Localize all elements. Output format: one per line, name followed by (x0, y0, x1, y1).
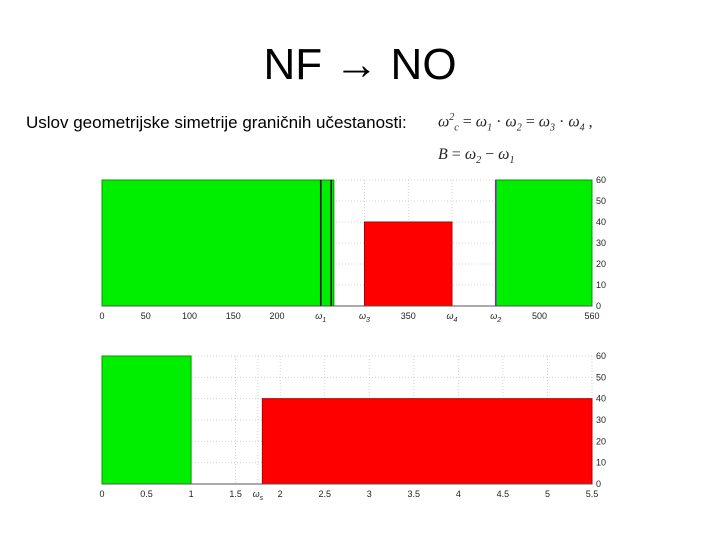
x-tick-label: 3.5 (408, 489, 421, 499)
formula-sub: 2 (476, 155, 482, 167)
formula-sub: 3 (550, 122, 556, 134)
y-tick-label: 60 (596, 351, 606, 361)
x-tick-label: 4 (456, 489, 461, 499)
formula-op: = (458, 113, 476, 131)
x-tick-label: 1.5 (229, 489, 242, 499)
formula-sub: 4 (579, 122, 585, 134)
formula-op: · (555, 113, 569, 131)
x-tick-label: 50 (141, 311, 151, 321)
x-tick-label: 100 (182, 311, 197, 321)
stop-band (261, 398, 593, 485)
x-tick-label: 4.5 (497, 489, 510, 499)
y-tick-label: 20 (596, 436, 606, 446)
x-tick-label: 0 (99, 489, 104, 499)
x-tick-label: 150 (226, 311, 241, 321)
formula-term: ω (568, 113, 580, 131)
x-tick-label: 3 (367, 489, 372, 499)
formula-sub: 2 (516, 122, 522, 134)
x-tick-label: ω2 (490, 311, 501, 324)
y-tick-label: 10 (596, 280, 606, 290)
symmetry-formula: ω2c = ω1 · ω2 = ω3 · ω4 , (438, 112, 593, 134)
stop-band (364, 221, 453, 307)
y-tick-label: 40 (596, 217, 606, 227)
x-tick-label: 200 (269, 311, 284, 321)
formula-op: − (481, 146, 499, 163)
formula-term: ω (498, 146, 510, 163)
y-tick-label: 0 (596, 301, 601, 311)
pass-band (495, 179, 593, 307)
x-tick-label: 560 (584, 311, 599, 321)
formula-term: ω (464, 146, 477, 163)
formula-term: B (438, 146, 448, 163)
symmetry-condition-label: Uslov geometrijske simetrije graničnih u… (26, 113, 407, 132)
y-tick-label: 50 (596, 196, 606, 206)
y-tick-label: 20 (596, 259, 606, 269)
formula-term: ω (505, 113, 517, 131)
y-tick-label: 40 (596, 394, 606, 404)
spec-chart-1: 0 10 20 30 40 50 60 0 50 100 150 200 ω1 ω3 350 ω4 ω2 500 5… (99, 175, 606, 324)
formula-sup: 2 (449, 112, 455, 123)
x-tick-label: 350 (401, 311, 416, 321)
x-tick-label: ωs (253, 489, 264, 502)
x-tick-label: 0.5 (140, 489, 153, 499)
y-tick-label: 50 (596, 372, 606, 382)
x-tick-label: 500 (532, 311, 547, 321)
formula-term: ω (475, 113, 488, 131)
x-tick-label: 0 (99, 311, 104, 321)
y-tick-label: 30 (596, 238, 606, 248)
x-tick-label: ω3 (359, 311, 370, 324)
y-tick-label: 30 (596, 415, 606, 425)
formula-op: = (521, 113, 539, 131)
y-tick-label: 10 (596, 458, 606, 468)
x-tick-label: 5.5 (586, 489, 599, 499)
slide-title: NF → NO (263, 40, 457, 89)
formula-sub: 1 (487, 122, 493, 134)
formula-term: ω (538, 113, 551, 131)
formula-sub: 1 (509, 155, 515, 167)
x-tick-label: 2 (278, 489, 283, 499)
pass-band (101, 355, 192, 485)
formula-op: · (492, 113, 506, 131)
bandwidth-formula: B = ω2 − ω1 (438, 146, 514, 166)
x-tick-label: ω1 (315, 311, 326, 324)
formula-sub: c (454, 122, 459, 134)
pass-band (101, 179, 335, 307)
formula-term: ω (438, 113, 450, 131)
x-tick-label: ω4 (447, 311, 458, 324)
y-tick-label: 60 (596, 175, 606, 185)
formula-op: , (584, 113, 593, 131)
formula-op: = (447, 146, 465, 163)
x-tick-label: 2.5 (318, 489, 331, 499)
y-tick-label: 0 (596, 479, 601, 489)
x-tick-label: 5 (545, 489, 550, 499)
x-tick-label: 1 (189, 489, 194, 499)
spec-chart-2: 0 10 20 30 40 50 60 0 0.5 1 1.5 ωs 2 2.5 3 3.5 4 4.5 5 5.5 (99, 351, 606, 502)
